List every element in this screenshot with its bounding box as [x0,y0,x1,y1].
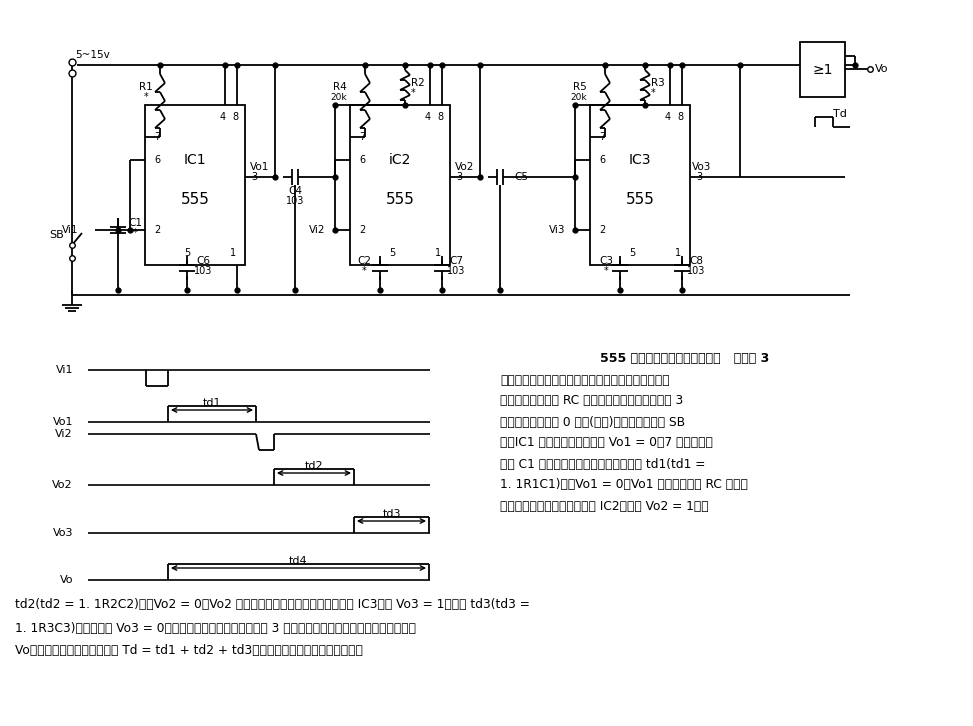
Text: R1: R1 [139,82,153,92]
Text: C2: C2 [357,256,371,266]
Text: 103: 103 [447,266,465,276]
Text: 7: 7 [598,132,605,142]
Text: 7: 7 [154,132,161,142]
Text: Vo: Vo [59,575,73,585]
Text: 1. 1R1C1)后，Vo1 = 0。Vo1 的脉冲后沿经 RC 微分电: 1. 1R1C1)后，Vo1 = 0。Vo1 的脉冲后沿经 RC 微分电 [500,478,748,492]
Text: SB: SB [50,230,64,240]
Text: 个单元电路组成。第一个单元是脉冲启动单稳电路，: 个单元电路组成。第一个单元是脉冲启动单稳电路， [500,373,669,386]
Text: 103: 103 [286,196,305,206]
Text: 6: 6 [154,155,161,165]
Text: 8: 8 [437,112,443,122]
Text: *: * [411,88,415,98]
Text: 6: 6 [599,155,605,165]
Text: IC1: IC1 [184,153,206,167]
Text: 3: 3 [456,172,462,182]
Text: Vo3: Vo3 [693,162,711,172]
Text: C3: C3 [599,256,613,266]
Text: 时，IC1 被触发启动，输出端 Vo1 = 0，7 脚开路，电: 时，IC1 被触发启动，输出端 Vo1 = 0，7 脚开路，电 [500,436,713,449]
Text: IC3: IC3 [629,153,651,167]
Text: Vo2: Vo2 [53,480,73,490]
Text: 5: 5 [184,248,190,258]
Text: 第二、三单元是带 RC 微分电路的单稳电路。平时 3: 第二、三单元是带 RC 微分电路的单稳电路。平时 3 [500,394,683,407]
Text: *: * [603,266,608,276]
Text: 6: 6 [359,155,365,165]
Text: Vo1: Vo1 [53,417,73,427]
Text: td2(td2 = 1. 1R2C2)后，Vo2 = 0。Vo2 的脉冲后沿又经微分电路后触发启动 IC3，使 Vo3 = 1。又经 td3(td3 =: td2(td2 = 1. 1R2C2)后，Vo2 = 0。Vo2 的脉冲后沿又经… [15,598,530,611]
Text: *: * [651,88,656,98]
Text: Vo，其脉冲宽度或延时时间为 Td = td1 + td2 + td3，因此得到的是长延时时间信号。: Vo，其脉冲宽度或延时时间为 Td = td1 + td2 + td3，因此得到… [15,645,363,658]
Text: 2: 2 [154,225,161,235]
Text: C1: C1 [128,218,142,228]
Text: Vo2: Vo2 [455,162,475,172]
Text: R4: R4 [333,82,347,92]
Text: C6: C6 [196,256,210,266]
Text: 555: 555 [181,192,209,208]
Text: 4: 4 [425,112,431,122]
Text: 5: 5 [629,248,635,258]
Text: Vo1: Vo1 [250,162,270,172]
Text: 4: 4 [665,112,671,122]
Text: td4: td4 [289,556,307,566]
Text: ≥1: ≥1 [812,62,833,76]
Text: *: * [132,228,137,238]
Text: 20k: 20k [570,92,587,102]
Text: 个单元的输出均为 0 电平(稳态)。按下启动按钮 SB: 个单元的输出均为 0 电平(稳态)。按下启动按钮 SB [500,415,685,428]
Text: R5: R5 [573,82,587,92]
Text: Td: Td [833,109,847,119]
Text: Vi2: Vi2 [55,429,73,439]
Text: Vi2: Vi2 [308,225,325,235]
Text: iC2: iC2 [389,153,412,167]
Text: R2: R2 [411,78,425,88]
Bar [590,105,690,265]
Text: 20k: 20k [331,92,347,102]
Text: 555: 555 [385,192,414,208]
Text: 5~15v: 5~15v [75,50,110,60]
Text: Vi1: Vi1 [61,225,78,235]
Bar [800,42,845,97]
Text: Vi3: Vi3 [549,225,565,235]
Text: Vi1: Vi1 [55,365,73,375]
Text: 103: 103 [194,266,212,276]
Text: td1: td1 [202,398,221,408]
Text: 4: 4 [220,112,226,122]
Text: *: * [144,92,148,102]
Text: 1: 1 [675,248,681,258]
Text: td2: td2 [305,461,323,471]
Text: 1: 1 [230,248,236,258]
Text: 555 集成电路组成的长延时电路   电路由 3: 555 集成电路组成的长延时电路 电路由 3 [600,351,770,364]
Text: 3: 3 [251,172,257,182]
Bar [350,105,450,265]
Bar [145,105,245,265]
Text: C8: C8 [689,256,703,266]
Text: 103: 103 [687,266,705,276]
Text: 2: 2 [598,225,605,235]
Text: td3: td3 [382,509,401,519]
Text: R3: R3 [651,78,665,88]
Text: 8: 8 [677,112,683,122]
Text: 路产生一个负脉冲又触发启动 IC2，于是 Vo2 = 1。经: 路产生一个负脉冲又触发启动 IC2，于是 Vo2 = 1。经 [500,499,708,513]
Text: 1. 1R3C3)后才恢复到 Vo3 = 0。延时结束。电路中的或门把这 3 个延时脉冲相加，从或门输出端得到信号: 1. 1R3C3)后才恢复到 Vo3 = 0。延时结束。电路中的或门把这 3 个… [15,621,416,635]
Text: Vo3: Vo3 [53,528,73,538]
Text: 3: 3 [696,172,703,182]
Text: 5: 5 [389,248,395,258]
Text: C7: C7 [449,256,463,266]
Text: *: * [362,266,367,276]
Text: 555: 555 [626,192,655,208]
Text: 7: 7 [359,132,365,142]
Text: 1: 1 [435,248,441,258]
Text: Vo: Vo [875,64,888,74]
Text: C4: C4 [288,186,302,196]
Text: C5: C5 [514,172,528,182]
Text: 8: 8 [232,112,238,122]
Text: 2: 2 [359,225,365,235]
Text: 源向 C1 充电，延时开始，经过一段时间 td1(td1 =: 源向 C1 充电，延时开始，经过一段时间 td1(td1 = [500,457,705,470]
